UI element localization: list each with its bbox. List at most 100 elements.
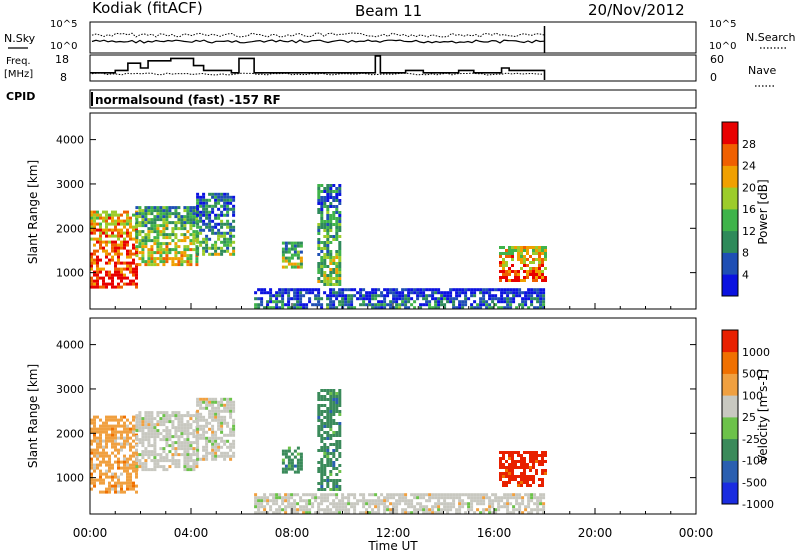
velocity-cell-region-6 [344, 508, 348, 512]
power-cell-region-1 [141, 212, 145, 216]
velocity-cell-region-1 [168, 432, 172, 436]
power-cell-region-0 [105, 216, 108, 220]
power-cell-region-4 [326, 199, 330, 202]
power-cell-region-1 [186, 248, 190, 252]
velocity-cell-region-1 [159, 447, 163, 451]
power-cell-region-6 [254, 303, 258, 307]
power-cell-region-6 [299, 297, 303, 301]
velocity-cell-region-1 [165, 441, 169, 445]
velocity-colorbar-tick-4: -25 [742, 433, 760, 446]
power-cell-region-0 [90, 282, 93, 286]
velocity-cell-region-0 [117, 451, 120, 455]
velocity-cell-region-1 [156, 411, 160, 415]
power-cell-region-6 [281, 291, 285, 295]
velocity-cell-region-6 [458, 499, 462, 503]
power-cell-region-6 [257, 306, 261, 310]
power-cell-region-2 [202, 246, 206, 250]
x-tick-label-1: 04:00 [174, 526, 209, 540]
velocity-cell-region-6 [293, 505, 297, 509]
power-cell-region-5 [520, 252, 523, 255]
velocity-cell-region-4 [338, 455, 342, 458]
power-cell-region-6 [353, 294, 357, 298]
velocity-cell-region-6 [407, 502, 411, 506]
power-cell-region-6 [521, 303, 525, 307]
power-cell-region-1 [156, 224, 160, 228]
power-cell-region-6 [326, 303, 330, 307]
power-cell-region-0 [117, 237, 120, 241]
power-cell-region-2 [220, 252, 224, 256]
power-cell-region-5 [523, 246, 526, 249]
power-cell-region-5 [499, 276, 502, 279]
power-cell-region-2 [226, 204, 230, 208]
power-cell-region-2 [208, 228, 212, 232]
power-cell-region-3 [281, 253, 285, 257]
velocity-cell-region-0 [132, 463, 135, 467]
power-cell-region-1 [159, 206, 163, 210]
power-cell-region-2 [226, 243, 230, 247]
velocity-colorbar-bin-0 [722, 482, 738, 505]
power-cell-region-4 [338, 214, 342, 217]
power-cell-region-0 [111, 231, 114, 235]
velocity-cell-region-0 [96, 451, 99, 455]
velocity-cell-region-0 [126, 475, 129, 479]
power-cell-region-5 [532, 276, 535, 279]
power-cell-region-2 [220, 249, 224, 253]
power-cell-region-6 [302, 294, 306, 298]
power-cell-region-0 [99, 246, 102, 250]
velocity-cell-region-4 [335, 446, 339, 449]
power-cell-region-1 [153, 263, 157, 267]
power-cell-region-2 [214, 231, 218, 235]
power-cell-region-5 [535, 249, 538, 252]
velocity-cell-region-6 [377, 511, 381, 515]
noise-sky-series [91, 39, 545, 44]
velocity-cell-region-5 [505, 484, 508, 487]
power-cell-region-0 [96, 258, 99, 262]
power-cell-region-1 [177, 257, 181, 261]
velocity-cell-region-4 [323, 389, 327, 392]
velocity-cell-region-6 [410, 499, 414, 503]
power-cell-region-1 [162, 248, 166, 252]
velocity-cell-region-6 [302, 499, 306, 503]
velocity-cell-region-1 [183, 453, 187, 457]
power-cell-region-6 [518, 291, 522, 295]
velocity-cell-region-1 [135, 444, 139, 448]
velocity-cell-region-6 [515, 499, 519, 503]
velocity-cell-region-6 [500, 496, 504, 500]
velocity-colorbar-bin-1 [722, 460, 738, 483]
power-cell-region-5 [529, 267, 532, 270]
power-cell-region-0 [114, 228, 117, 232]
power-cell-region-6 [341, 297, 345, 301]
power-cell-region-3 [290, 265, 294, 269]
power-cell-region-1 [189, 263, 193, 267]
velocity-cell-region-5 [499, 478, 502, 481]
velocity-cell-region-2 [223, 442, 227, 446]
power-cell-region-0 [108, 270, 111, 274]
velocity-cell-region-0 [105, 451, 108, 455]
power-cell-region-6 [500, 297, 504, 301]
power-cell-region-2 [202, 249, 206, 253]
power-cell-region-4 [332, 199, 336, 202]
velocity-cell-region-6 [353, 511, 357, 515]
velocity-cell-region-6 [368, 502, 372, 506]
power-cell-region-6 [287, 291, 291, 295]
power-cell-region-6 [440, 291, 444, 295]
power-cell-region-4 [329, 274, 333, 277]
power-cell-region-2 [199, 204, 203, 208]
velocity-cell-region-1 [153, 429, 157, 433]
power-cell-region-2 [232, 207, 236, 211]
velocity-ytick-label-3: 1000 [56, 472, 84, 485]
velocity-cell-region-2 [205, 439, 209, 443]
velocity-cell-region-6 [446, 508, 450, 512]
x-tick-label-3: 12:00 [376, 526, 411, 540]
power-cell-region-0 [90, 279, 93, 283]
power-cell-region-0 [99, 228, 102, 232]
power-cell-region-2 [232, 213, 236, 217]
power-cell-region-4 [338, 247, 342, 250]
power-cell-region-2 [217, 198, 221, 202]
power-cell-region-6 [470, 303, 474, 307]
velocity-cell-region-4 [335, 488, 339, 491]
power-cell-region-0 [117, 228, 120, 232]
power-cell-region-2 [223, 195, 227, 199]
velocity-cell-region-3 [281, 470, 285, 474]
power-cell-region-1 [186, 221, 190, 225]
